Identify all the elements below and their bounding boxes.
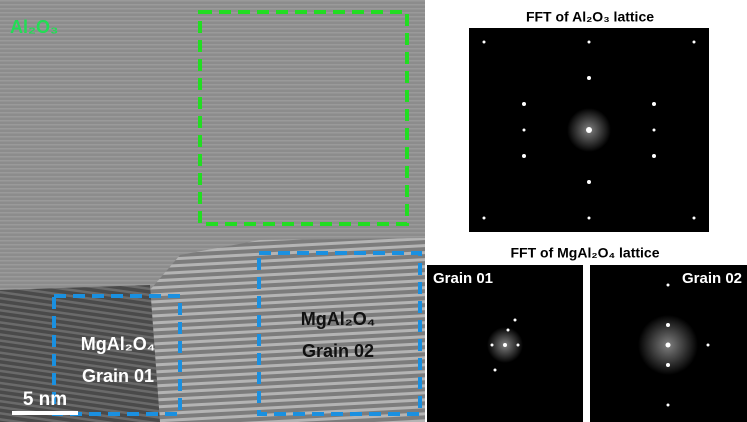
fft-grain-label: Grain 01	[433, 270, 493, 287]
region-grain: Grain 01	[82, 366, 154, 386]
hrtem-image: Al₂O₃ MgAl₂O₄ Grain 01 MgAl₂O₄ Grain 02 …	[0, 0, 425, 422]
figure: Al₂O₃ MgAl₂O₄ Grain 01 MgAl₂O₄ Grain 02 …	[0, 0, 747, 422]
region-title: MgAl₂O₄	[81, 334, 156, 354]
fft-mgal2o4: FFT of MgAl₂O₄ lattice Grain 01 Grain 02	[427, 245, 747, 422]
fft-al2o3: FFT of Al₂O₃ lattice	[469, 9, 709, 232]
fft-title: FFT of Al₂O₃ lattice	[526, 9, 654, 25]
fft-grain-label: Grain 02	[682, 270, 742, 287]
region-title: MgAl₂O₄	[301, 309, 376, 329]
region-grain: Grain 02	[302, 341, 374, 361]
scale-bar-label: 5 nm	[23, 389, 67, 410]
phase-label: Al₂O₃	[10, 17, 58, 37]
fft-title: FFT of MgAl₂O₄ lattice	[511, 245, 660, 261]
